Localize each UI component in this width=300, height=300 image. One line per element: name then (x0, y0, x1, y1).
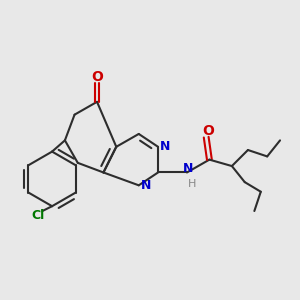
Text: Cl: Cl (31, 209, 44, 222)
Text: H: H (188, 179, 196, 189)
Text: N: N (141, 179, 151, 192)
Text: N: N (160, 140, 170, 153)
Text: O: O (202, 124, 214, 138)
Text: N: N (183, 162, 194, 175)
Text: O: O (91, 70, 103, 84)
